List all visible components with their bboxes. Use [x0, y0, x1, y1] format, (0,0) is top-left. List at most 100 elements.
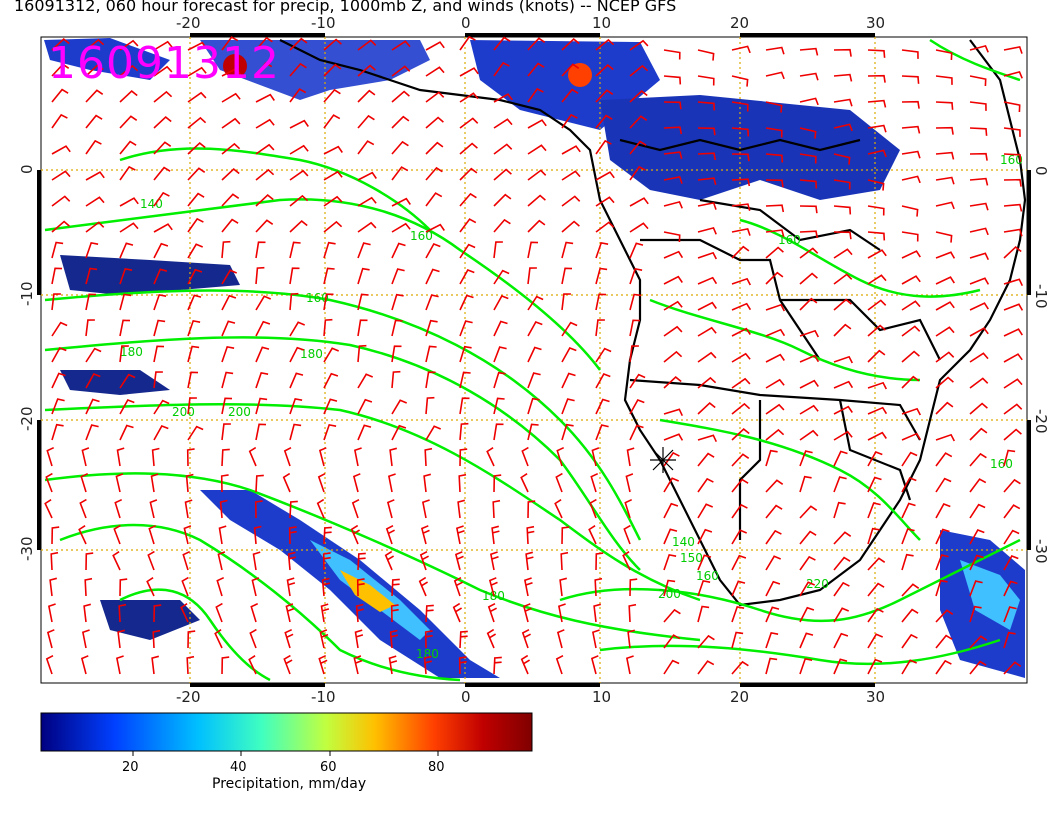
colorbar-tick-label: 40: [230, 760, 247, 775]
wind-barb: [697, 177, 717, 186]
wind-barb: [388, 655, 398, 675]
wind-barb: [391, 268, 405, 285]
wind-barb: [731, 203, 751, 212]
wind-barb: [418, 576, 429, 597]
wind-barb: [935, 433, 956, 442]
wind-barb: [221, 448, 230, 467]
wind-barb: [51, 267, 63, 285]
wind-barb: [561, 195, 581, 207]
wind-barb: [833, 48, 852, 57]
wind-barb: [867, 381, 888, 390]
wind-barb: [289, 346, 305, 363]
wind-barb: [525, 551, 534, 571]
wind-barb: [629, 222, 649, 233]
wind-barb: [323, 88, 341, 103]
wind-barb: [51, 88, 69, 103]
wind-barb: [85, 196, 105, 207]
wind-barb: [357, 398, 373, 415]
wind-barb: [187, 142, 206, 155]
wind-barb: [153, 191, 170, 207]
wind-barb: [353, 447, 362, 467]
lon-tick-bottom: -10: [311, 688, 336, 706]
wind-barb: [493, 346, 507, 363]
wind-barb: [731, 101, 749, 112]
wind-barb: [935, 231, 953, 243]
wind-barb: [180, 603, 189, 623]
wind-barb: [147, 550, 155, 571]
wind-barb: [187, 294, 202, 311]
wind-barb: [765, 606, 780, 623]
wind-barb: [289, 144, 309, 155]
wind-barb: [459, 117, 479, 129]
wind-barb: [51, 113, 68, 129]
wind-barb: [384, 550, 395, 571]
wind-barb: [323, 63, 342, 77]
wind-barb: [351, 498, 360, 519]
wind-barb: [119, 165, 136, 181]
wind-barb: [1003, 45, 1023, 54]
wind-barb: [286, 577, 296, 597]
wind-barb: [527, 62, 545, 77]
wind-barb: [935, 503, 951, 519]
wind-barb: [867, 124, 887, 133]
wind-barb: [50, 551, 59, 571]
wind-barb: [387, 473, 396, 493]
lat-tick-right: -30: [1032, 539, 1050, 564]
wind-barb: [493, 193, 512, 207]
wind-barb: [731, 352, 751, 363]
wind-barb: [151, 655, 160, 675]
wind-barb: [187, 630, 196, 649]
wind-barb: [1003, 555, 1019, 571]
wind-barb: [799, 404, 819, 415]
wind-barb: [591, 629, 600, 649]
wind-barb: [901, 633, 918, 649]
wind-barb: [221, 36, 239, 51]
wind-barb: [527, 372, 541, 389]
wind-barb: [867, 49, 886, 58]
wind-barb: [153, 399, 170, 415]
wind-barb: [214, 629, 223, 649]
wind-barb: [289, 37, 308, 51]
wind-barb: [697, 301, 717, 311]
wind-barb: [153, 293, 167, 311]
wind-barb: [663, 502, 679, 519]
wind-barb: [697, 201, 717, 210]
wind-barb: [629, 165, 646, 181]
wind-barb: [765, 631, 779, 649]
wind-barb: [425, 116, 444, 129]
wind-barb: [697, 579, 711, 597]
wind-barb: [357, 64, 376, 77]
wind-barb: [216, 576, 225, 597]
wind-barb: [969, 252, 990, 261]
colorbar: [40, 712, 533, 752]
wind-barb: [593, 603, 602, 623]
wind-barb: [731, 327, 751, 337]
wind-barb: [153, 65, 173, 77]
wind-barb: [248, 446, 257, 467]
wind-barb: [119, 90, 138, 103]
wind-barb: [118, 603, 127, 623]
wind-barb: [357, 267, 370, 285]
wind-barb: [119, 242, 134, 259]
lat-tick-right: -10: [1032, 284, 1050, 309]
wind-barb: [85, 38, 105, 51]
wind-barb: [252, 551, 261, 571]
wind-barb: [486, 447, 495, 467]
wind-barb: [255, 36, 273, 51]
wind-barb: [833, 632, 849, 649]
wind-barb: [221, 240, 231, 259]
wind-barb: [119, 293, 132, 311]
wind-barb: [250, 602, 259, 623]
wind-barb: [561, 293, 571, 311]
precipitation-field: [44, 38, 1025, 678]
wind-barb: [386, 499, 395, 519]
wind-barb: [255, 295, 272, 311]
wind-barb: [119, 64, 139, 77]
wind-barb: [357, 293, 369, 311]
wind-barb: [316, 498, 325, 519]
wind-barb: [969, 44, 989, 53]
wind-barb: [935, 126, 954, 135]
wind-barb: [425, 294, 439, 311]
wind-barb: [1003, 631, 1016, 649]
wind-barb: [901, 150, 921, 159]
